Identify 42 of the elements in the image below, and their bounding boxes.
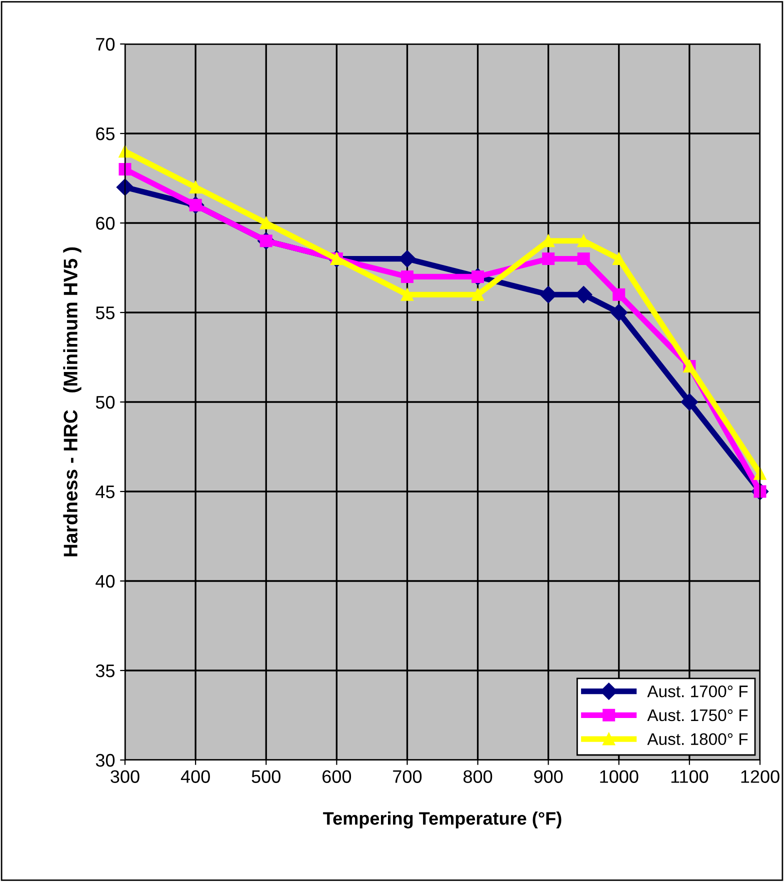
point bbox=[577, 252, 590, 266]
x-tick-label: 800 bbox=[464, 770, 492, 783]
point bbox=[577, 234, 590, 248]
y-tick-label: 35 bbox=[96, 664, 115, 678]
y-axis-title: Hardness - HRC (Minimum HV5 ) bbox=[63, 247, 82, 556]
point bbox=[540, 286, 557, 304]
x-tick-label: 300 bbox=[110, 770, 140, 783]
x-tick-label: 500 bbox=[252, 770, 280, 783]
y-tick-label: 45 bbox=[96, 486, 115, 498]
point bbox=[116, 178, 134, 196]
point bbox=[189, 180, 202, 194]
point bbox=[612, 252, 626, 266]
x-tick-label: 400 bbox=[180, 770, 210, 783]
y-tick-label: 60 bbox=[96, 216, 115, 230]
point bbox=[118, 163, 132, 176]
point bbox=[680, 393, 698, 411]
x-tick-label: 1200 bbox=[741, 770, 780, 783]
y-tick-label: 40 bbox=[96, 574, 115, 588]
x-tick-label: 1100 bbox=[671, 770, 708, 783]
legend-label: Aust. 1800° F bbox=[647, 733, 748, 746]
y-tick-label: 70 bbox=[96, 38, 115, 51]
point bbox=[610, 304, 628, 322]
point bbox=[575, 286, 592, 304]
y-tick-label: 65 bbox=[96, 127, 115, 140]
point bbox=[260, 216, 272, 230]
legend-label: Aust. 1700° F bbox=[647, 685, 748, 698]
point bbox=[612, 288, 626, 301]
x-tick-label: 1000 bbox=[600, 770, 638, 783]
x-tick-label: 900 bbox=[534, 770, 563, 783]
point bbox=[542, 252, 555, 266]
point bbox=[472, 270, 484, 283]
y-tick-label: 55 bbox=[96, 306, 115, 320]
x-tick-label: 700 bbox=[393, 770, 422, 783]
y-tick-label: 50 bbox=[96, 396, 115, 409]
point bbox=[400, 270, 414, 283]
point bbox=[754, 467, 766, 480]
point bbox=[400, 288, 414, 301]
y-tick-label: 30 bbox=[96, 754, 115, 767]
x-axis-title: Tempering Temperature (°F) bbox=[323, 812, 562, 828]
legend-label: Aust. 1750° F bbox=[647, 709, 748, 722]
point bbox=[472, 288, 484, 301]
x-tick-label: 600 bbox=[322, 770, 352, 783]
